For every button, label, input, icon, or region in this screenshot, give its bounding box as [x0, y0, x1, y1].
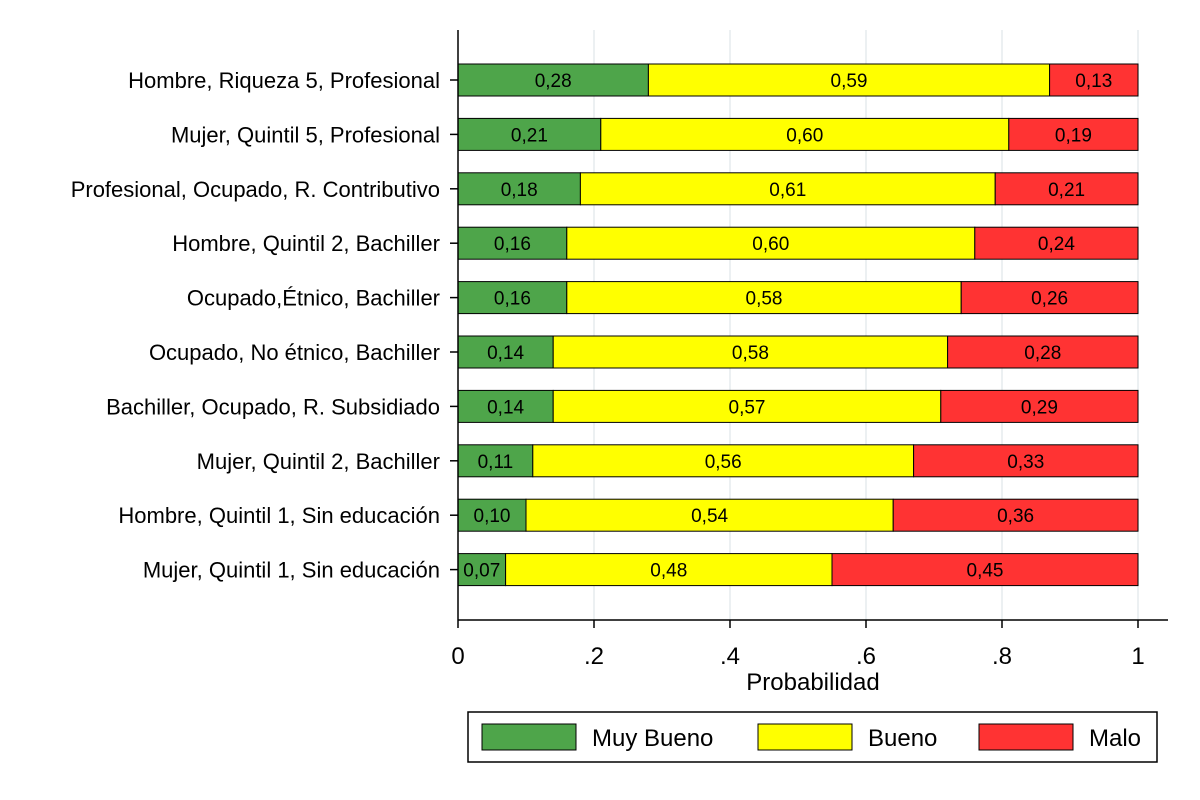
axes: [457, 30, 1168, 621]
x-tick-label: 1: [1131, 643, 1144, 670]
x-ticks: 0 .2 .4 .6 .8 1: [451, 620, 1145, 670]
data-label: 0,14: [487, 397, 524, 418]
category-label: Mujer, Quintil 1, Sin educación: [143, 558, 440, 583]
data-label: 0,33: [1007, 452, 1044, 473]
x-tick-label: .6: [856, 643, 876, 670]
legend: Muy Bueno Bueno Malo: [467, 711, 1158, 763]
legend-label: Muy Bueno: [592, 725, 713, 752]
bar-segment: [457, 172, 581, 206]
bar-segment: [994, 172, 1139, 206]
bar-segment: [600, 117, 1010, 151]
data-label: 0,60: [786, 125, 823, 146]
bar-segment: [457, 389, 554, 423]
bar-segment: [457, 335, 554, 369]
data-label: 0,57: [729, 397, 766, 418]
legend-label: Bueno: [868, 725, 937, 752]
data-label: 0,58: [746, 289, 783, 310]
legend-swatch: [978, 723, 1074, 751]
category-label: Mujer, Quintil 5, Profesional: [171, 122, 440, 147]
bar-segment: [457, 63, 649, 97]
x-tick-label: .8: [992, 643, 1012, 670]
data-label: 0,29: [1021, 397, 1058, 418]
bar-segment: [457, 553, 507, 587]
bar-segment: [960, 281, 1139, 315]
category-label: Ocupado,Étnico, Bachiller: [187, 286, 440, 311]
data-label: 0,28: [535, 71, 572, 92]
data-label: 0,60: [752, 234, 789, 255]
category-label: Hombre, Quintil 2, Bachiller: [172, 231, 440, 256]
legend-label: Malo: [1089, 725, 1141, 752]
bar-segment: [974, 226, 1139, 260]
category-label: Profesional, Ocupado, R. Contributivo: [71, 177, 440, 202]
x-axis-title: Probabilidad: [746, 669, 879, 696]
category-label: Bachiller, Ocupado, R. Subsidiado: [106, 394, 440, 419]
bar-segment: [940, 389, 1139, 423]
data-label: 0,11: [478, 452, 514, 473]
bar-segment: [525, 498, 894, 532]
data-label: 0,07: [463, 561, 500, 582]
bar-segment: [947, 335, 1139, 369]
bar-segment: [532, 444, 915, 478]
data-label: 0,61: [769, 180, 806, 201]
bar-segment: [1008, 117, 1139, 151]
category-label: Hombre, Quintil 1, Sin educación: [118, 503, 440, 528]
bar-segment: [913, 444, 1139, 478]
bar-segment: [892, 498, 1139, 532]
x-tick-label: 0: [451, 643, 464, 670]
legend-swatch: [481, 723, 577, 751]
data-label: 0,19: [1055, 125, 1092, 146]
data-label: 0,48: [650, 561, 687, 582]
data-label: 0,10: [474, 506, 511, 527]
category-label: Hombre, Riqueza 5, Profesional: [128, 68, 440, 93]
bar-segment: [647, 63, 1051, 97]
data-label: 0,45: [967, 561, 1004, 582]
data-label: 0,16: [494, 234, 531, 255]
data-label: 0,56: [705, 452, 742, 473]
category-labels: Hombre, Riqueza 5, Profesional Mujer, Qui…: [71, 68, 458, 583]
data-label: 0,18: [501, 180, 538, 201]
bar-segment: [505, 553, 833, 587]
data-label: 0,54: [691, 506, 728, 527]
data-label: 0,21: [1048, 180, 1085, 201]
data-label: 0,36: [997, 506, 1034, 527]
bar-segment: [1049, 63, 1139, 97]
bar-segment: [566, 226, 976, 260]
data-label: 0,13: [1075, 71, 1112, 92]
category-label: Mujer, Quintil 2, Bachiller: [197, 449, 440, 474]
data-label: 0,21: [511, 125, 548, 146]
data-label: 0,16: [494, 289, 531, 310]
category-label: Ocupado, No étnico, Bachiller: [149, 340, 440, 365]
data-label: 0,28: [1024, 343, 1061, 364]
legend-swatch: [757, 723, 853, 751]
bar-segment: [552, 335, 949, 369]
x-tick-label: .4: [720, 643, 740, 670]
bar-segment: [457, 444, 534, 478]
data-label: 0,59: [831, 71, 868, 92]
bar-segment: [831, 553, 1139, 587]
data-label: 0,14: [487, 343, 524, 364]
bars: 0,28 0,59 0,13 0,21 0,60 0,19 0,18 0,61 0,21 0,16…: [457, 63, 1139, 587]
data-label: 0,26: [1031, 289, 1068, 310]
data-label: 0,58: [732, 343, 769, 364]
data-label: 0,24: [1038, 234, 1075, 255]
x-tick-label: .2: [584, 643, 604, 670]
bar-segment: [552, 389, 942, 423]
